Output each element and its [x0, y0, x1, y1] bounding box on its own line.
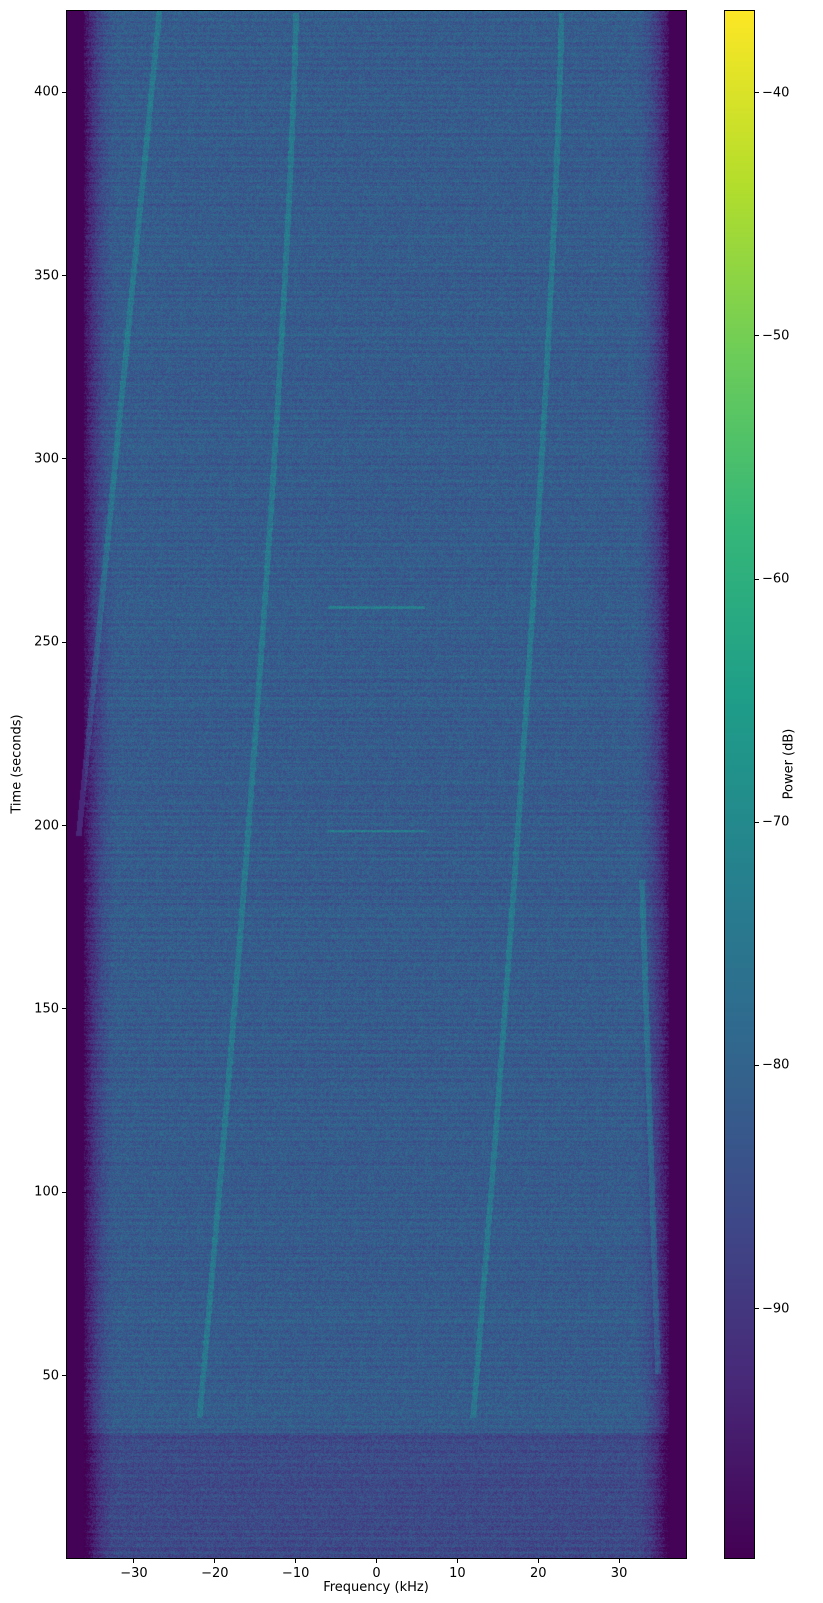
- colorbar-tick: [755, 1064, 759, 1066]
- y-tick: [62, 1375, 66, 1377]
- x-tick: [376, 1559, 377, 1563]
- x-tick: [214, 1559, 216, 1563]
- colorbar-label: Power (dB): [781, 728, 797, 800]
- y-tick-label: 250: [34, 634, 59, 650]
- colorbar-gradient: [725, 11, 754, 1558]
- y-tick-label: 50: [42, 1368, 59, 1384]
- y-tick: [62, 91, 66, 93]
- y-tick-label: 200: [34, 818, 59, 834]
- y-tick-label: 350: [34, 268, 59, 283]
- x-tick: [618, 1559, 620, 1563]
- colorbar-tick: [755, 335, 759, 337]
- y-tick-label: 300: [34, 451, 59, 467]
- y-tick: [62, 1191, 66, 1193]
- x-tick-label: 10: [449, 1566, 466, 1581]
- x-tick: [537, 1559, 539, 1563]
- colorbar-tick-label: −70: [762, 814, 790, 830]
- colorbar-tick: [755, 1308, 759, 1310]
- y-tick-label: 150: [34, 1001, 59, 1017]
- colorbar-tick-label: −40: [762, 85, 790, 101]
- colorbar: [724, 10, 755, 1559]
- y-axis-label: Time (seconds): [9, 714, 25, 814]
- colorbar-tick-label: −50: [762, 328, 790, 344]
- colorbar-tick: [755, 821, 759, 823]
- spectrogram-image: [67, 11, 686, 1558]
- y-tick-label: 100: [34, 1184, 59, 1200]
- y-tick-label: 400: [34, 84, 59, 100]
- x-tick-label: −20: [201, 1566, 229, 1581]
- x-tick: [295, 1559, 297, 1563]
- y-tick: [62, 275, 66, 276]
- x-tick-label: 30: [610, 1566, 628, 1581]
- colorbar-tick: [755, 92, 759, 94]
- x-tick-label: −30: [120, 1566, 148, 1581]
- x-axis-label: Frequency (kHz): [323, 1580, 429, 1595]
- x-tick: [456, 1559, 458, 1563]
- spectrogram-axes: [66, 10, 687, 1559]
- colorbar-tick-label: −60: [762, 571, 790, 587]
- y-tick: [62, 1008, 66, 1010]
- y-tick: [62, 458, 66, 460]
- colorbar-tick-label: −90: [762, 1301, 790, 1317]
- x-tick: [133, 1559, 135, 1563]
- x-tick-label: 0: [372, 1566, 381, 1581]
- y-tick: [62, 825, 66, 827]
- colorbar-tick: [755, 578, 759, 580]
- x-tick-label: −10: [281, 1566, 310, 1581]
- x-tick-label: 20: [529, 1566, 547, 1581]
- y-tick: [62, 641, 66, 643]
- colorbar-tick-label: −80: [762, 1057, 790, 1073]
